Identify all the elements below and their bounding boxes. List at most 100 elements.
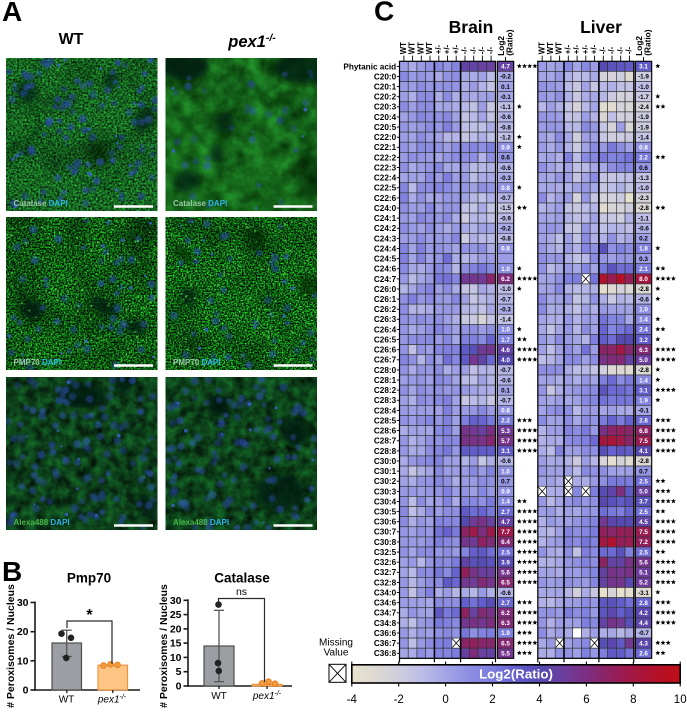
svg-text:C28:5: C28:5	[374, 416, 397, 425]
svg-text:2.4: 2.4	[639, 327, 648, 334]
svg-text:Log2: Log2	[496, 36, 506, 56]
svg-text:-1.9: -1.9	[638, 114, 649, 121]
svg-text:2.5: 2.5	[639, 478, 648, 485]
svg-text:-2.8: -2.8	[638, 367, 649, 374]
svg-text:-2.8: -2.8	[638, 458, 649, 465]
svg-text:0.3: 0.3	[639, 256, 648, 263]
svg-text:Catalase DAPI: Catalase DAPI	[14, 199, 68, 208]
svg-text:C30:6: C30:6	[374, 518, 397, 527]
svg-text:1.0: 1.0	[501, 468, 510, 475]
svg-text:4.2: 4.2	[639, 610, 648, 617]
svg-text:-1.0: -1.0	[638, 84, 649, 91]
svg-text:-0.1: -0.1	[638, 408, 649, 415]
svg-text:4.7: 4.7	[501, 519, 510, 526]
svg-text:5.7: 5.7	[501, 438, 510, 445]
svg-text:C20:3: C20:3	[374, 103, 397, 112]
svg-text:0: 0	[176, 681, 182, 693]
svg-text:C22:6: C22:6	[374, 194, 397, 203]
svg-text:+/-: +/-	[451, 44, 460, 54]
svg-text:C36:6: C36:6	[374, 629, 397, 638]
svg-text:2.6: 2.6	[639, 650, 648, 657]
svg-text:-/-: -/-	[624, 46, 633, 54]
svg-text:2.8: 2.8	[639, 418, 648, 425]
svg-text:5.6: 5.6	[501, 570, 510, 577]
svg-text:3.1: 3.1	[639, 64, 648, 71]
svg-text:C20:5: C20:5	[374, 123, 397, 132]
svg-text:-/-: -/-	[477, 46, 486, 54]
svg-text:30: 30	[170, 595, 182, 607]
svg-text:C22:5: C22:5	[374, 184, 397, 193]
svg-text:C24:7: C24:7	[374, 275, 397, 284]
svg-text:0.9: 0.9	[501, 145, 510, 152]
svg-text:C24:5: C24:5	[374, 255, 397, 264]
svg-text:4.1: 4.1	[639, 448, 648, 455]
svg-text:-/-: -/-	[598, 46, 607, 54]
svg-text:C30:1: C30:1	[374, 467, 397, 476]
svg-text:C22:1: C22:1	[374, 143, 397, 152]
svg-text:6.3: 6.3	[501, 620, 510, 627]
svg-text:2.5: 2.5	[639, 549, 648, 556]
svg-text:8: 8	[630, 694, 636, 706]
svg-text:7.5: 7.5	[639, 529, 648, 536]
svg-text:0.1: 0.1	[501, 84, 510, 91]
svg-text:WT: WT	[537, 42, 546, 54]
svg-text:WT: WT	[546, 42, 555, 54]
svg-text:C32:6: C32:6	[374, 558, 397, 567]
svg-text:1.4: 1.4	[501, 499, 510, 506]
svg-text:C24:2: C24:2	[374, 224, 397, 233]
svg-text:5.5: 5.5	[501, 650, 510, 657]
svg-text:2.2: 2.2	[639, 155, 648, 162]
svg-text:6.2: 6.2	[501, 276, 510, 283]
svg-text:C22:0: C22:0	[374, 133, 397, 142]
svg-text:C36:7: C36:7	[374, 639, 397, 648]
svg-text:2.2: 2.2	[501, 418, 510, 425]
svg-text:10: 10	[674, 694, 687, 706]
svg-text:0: 0	[23, 685, 29, 697]
svg-text:WT: WT	[59, 695, 75, 706]
svg-text:5.0: 5.0	[639, 357, 648, 364]
svg-text:Liver: Liver	[580, 17, 622, 37]
svg-text:2.8: 2.8	[639, 600, 648, 607]
svg-text:WT: WT	[555, 42, 564, 54]
svg-text:4.3: 4.3	[639, 640, 648, 647]
svg-text:Catalase DAPI: Catalase DAPI	[173, 199, 227, 208]
svg-text:Pmp70: Pmp70	[67, 571, 111, 586]
svg-text:-0.7: -0.7	[638, 630, 649, 637]
svg-text:3.1: 3.1	[639, 387, 648, 394]
svg-text:0.7: 0.7	[501, 478, 510, 485]
svg-text:-0.6: -0.6	[500, 114, 511, 121]
svg-text:5.1: 5.1	[639, 570, 648, 577]
svg-text:4: 4	[536, 694, 543, 706]
svg-text:C26:3: C26:3	[374, 315, 397, 324]
svg-text:WT: WT	[425, 42, 434, 54]
svg-text:-1.0: -1.0	[638, 185, 649, 192]
svg-text:*: *	[86, 607, 93, 624]
svg-text:WT: WT	[59, 31, 84, 48]
svg-text:C24:4: C24:4	[374, 244, 397, 253]
svg-text:C30:5: C30:5	[374, 508, 397, 517]
svg-text:-4: -4	[347, 694, 358, 706]
svg-text:B: B	[2, 556, 22, 587]
svg-text:6.4: 6.4	[501, 539, 510, 546]
svg-text:1.8: 1.8	[639, 246, 648, 253]
svg-text:C26:7: C26:7	[374, 356, 397, 365]
svg-text:5.0: 5.0	[639, 489, 648, 496]
svg-text:-0.7: -0.7	[500, 397, 511, 404]
svg-text:30: 30	[17, 597, 29, 609]
svg-text:C30:7: C30:7	[374, 528, 397, 537]
svg-text:-/-: -/-	[607, 46, 616, 54]
svg-text:Alexa488 DAPI: Alexa488 DAPI	[173, 518, 229, 527]
svg-text:C24:6: C24:6	[374, 265, 397, 274]
svg-text:-2.8: -2.8	[638, 205, 649, 212]
svg-text:-0.1: -0.1	[500, 94, 511, 101]
svg-text:7.5: 7.5	[639, 438, 648, 445]
svg-text:0.8: 0.8	[501, 408, 510, 415]
svg-text:0.1: 0.1	[501, 387, 510, 394]
svg-text:0.8: 0.8	[639, 145, 648, 152]
svg-text:-/-: -/-	[486, 46, 495, 54]
svg-text:4.4: 4.4	[639, 620, 648, 627]
svg-text:20: 20	[170, 623, 182, 635]
svg-text:5.3: 5.3	[501, 428, 510, 435]
svg-text:15: 15	[170, 638, 182, 650]
svg-text:# Peroxisomes / Nucleus: # Peroxisomes / Nucleus	[158, 584, 170, 708]
